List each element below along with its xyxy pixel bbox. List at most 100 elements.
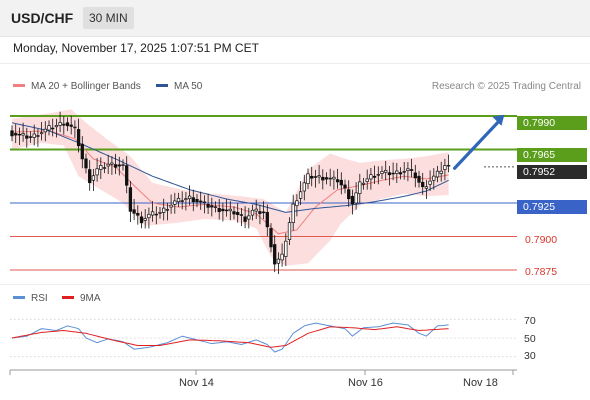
candle-body — [173, 200, 177, 205]
candle-body — [369, 174, 373, 180]
candle-body — [280, 253, 284, 261]
candle-body — [376, 174, 380, 176]
candle-body — [361, 182, 366, 185]
candle-body — [191, 197, 195, 203]
candle-body — [36, 135, 40, 137]
candle-body — [43, 128, 47, 133]
candle-body — [395, 170, 399, 174]
candle-body — [76, 129, 81, 147]
candle-body — [324, 177, 329, 180]
legend-ma50: MA 50 — [156, 81, 202, 92]
legend-ma50-label: MA 50 — [174, 81, 203, 92]
candle-body — [432, 175, 436, 181]
candle-body — [136, 212, 140, 216]
datetime-stamp: Monday, November 17, 2025 1:07:51 PM CET — [13, 41, 259, 55]
candle-body — [132, 209, 136, 214]
candle-body — [291, 203, 295, 224]
candle-body — [384, 169, 388, 173]
candle-body — [265, 212, 269, 228]
candle-body — [162, 207, 166, 213]
candle-body — [62, 123, 66, 126]
candle-body — [387, 172, 392, 176]
candle-body — [298, 191, 303, 199]
candle-body — [158, 212, 162, 214]
candle-body — [65, 122, 70, 127]
candle-body — [195, 199, 199, 203]
legend-rsi9: 9MA — [62, 293, 101, 304]
candle-body — [117, 164, 121, 167]
candle-body — [258, 211, 262, 214]
candle-body — [58, 122, 62, 126]
candle-body — [306, 173, 310, 184]
candle-body — [199, 200, 203, 203]
candle-body — [17, 133, 22, 136]
legend-rsi9-label: 9MA — [80, 293, 101, 304]
candle-body — [128, 187, 133, 212]
candle-body — [313, 176, 318, 178]
timeframe-button[interactable]: 30 MIN — [83, 7, 134, 29]
candle-body — [217, 208, 221, 212]
panel-divider — [0, 284, 590, 285]
rsi-tick-30: 30 — [524, 350, 536, 362]
symbol-title: USD/CHF — [11, 10, 74, 26]
candle-body — [443, 165, 447, 170]
candle-body — [402, 171, 406, 173]
x-tick-nov16: Nov 16 — [348, 377, 383, 389]
candle-body — [51, 127, 55, 130]
candle-body — [143, 218, 147, 221]
candle-body — [398, 172, 403, 175]
candle-body — [224, 209, 229, 212]
candle-body — [287, 222, 292, 240]
candle-body — [406, 168, 410, 171]
copyright: Research © 2025 Trading Central — [431, 81, 581, 92]
candle-body — [99, 165, 103, 170]
candle-body — [317, 175, 321, 178]
candle-body — [276, 258, 281, 264]
candle-body — [28, 136, 33, 138]
candle-body — [261, 211, 266, 214]
candle-body — [73, 126, 77, 129]
candle-body — [269, 228, 273, 248]
candle-body — [121, 164, 125, 166]
candle-body — [213, 206, 218, 208]
candle-body — [54, 125, 59, 128]
candle-body — [310, 175, 314, 179]
candle-body — [110, 162, 114, 165]
candle-body — [358, 181, 362, 195]
level-tag-0: 0.7990 — [517, 116, 587, 130]
candle-body — [347, 189, 351, 200]
candle-body — [113, 164, 118, 168]
candle-body — [147, 213, 151, 219]
candle-body — [439, 170, 443, 174]
candle-body — [10, 130, 14, 137]
rsi-line — [11, 322, 449, 353]
candle-body — [39, 132, 44, 135]
candle-body — [247, 215, 251, 220]
candle-body — [32, 133, 36, 138]
candle-body — [176, 197, 181, 203]
candle-body — [236, 212, 240, 215]
ma20-swatch — [13, 83, 25, 87]
candle-body — [417, 175, 421, 183]
candle-body — [391, 172, 395, 175]
candle-body — [202, 201, 207, 204]
candle-body — [95, 168, 99, 176]
candle-body — [139, 216, 144, 224]
candle-body — [446, 164, 451, 167]
candle-body — [250, 209, 255, 216]
level-tag-3: 0.7925 — [517, 200, 587, 214]
candle-body — [328, 177, 332, 180]
rsi9-line — [11, 326, 449, 348]
candle-body — [302, 182, 306, 192]
ma50-line — [11, 122, 449, 213]
candle-body — [84, 158, 88, 169]
legend-rsi: RSI — [13, 293, 48, 304]
candle-body — [372, 175, 377, 178]
ma50-swatch — [156, 83, 168, 87]
candle-body — [254, 208, 258, 212]
candle-body — [180, 200, 184, 202]
forecast-arrow-head — [492, 114, 505, 126]
candle-body — [243, 216, 247, 222]
candle-body — [413, 172, 417, 179]
